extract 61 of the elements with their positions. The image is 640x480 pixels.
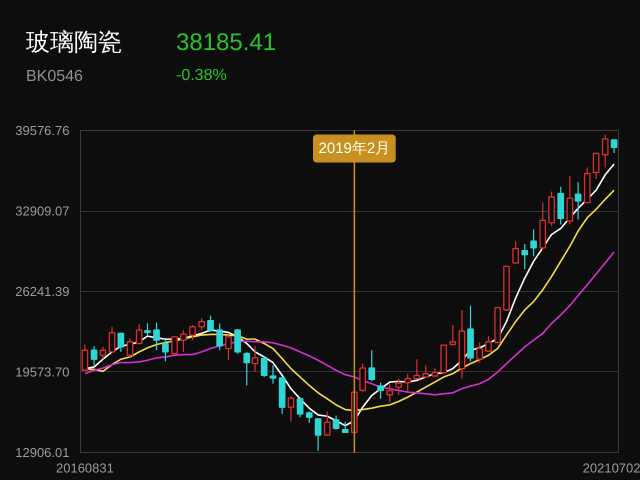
candlestick	[100, 346, 106, 360]
candlestick	[144, 322, 151, 336]
candlestick	[422, 364, 430, 379]
line-series	[84, 251, 615, 396]
candlestick	[153, 322, 160, 351]
candlestick	[162, 340, 169, 362]
y-tick-label: 32909.07	[15, 204, 70, 218]
y-tick-label: 12906.01	[15, 445, 70, 460]
candlestick	[260, 356, 268, 378]
candlestick	[171, 336, 178, 356]
candlestick	[108, 326, 116, 353]
y-tick-label: 39576.76	[15, 123, 70, 138]
candlestick	[476, 342, 483, 364]
candlestick	[288, 396, 294, 422]
text: -0.38%	[176, 66, 227, 86]
candlestick	[332, 414, 340, 430]
candlestick	[404, 373, 412, 392]
x-tick-label: 20210702	[582, 460, 640, 476]
candlestick	[207, 315, 214, 332]
y-tick-label: 26241.39	[15, 284, 70, 299]
candlestick	[414, 358, 420, 380]
candlestick	[216, 322, 223, 351]
candlestick	[306, 410, 313, 424]
candlestick	[512, 240, 519, 265]
candlestick	[566, 175, 574, 226]
candlestick	[234, 328, 241, 354]
candlestick	[180, 329, 187, 352]
candlestick	[225, 334, 232, 361]
candlestick	[610, 139, 618, 154]
candlestick	[314, 418, 322, 452]
candlestick	[243, 351, 250, 386]
candlestick	[359, 363, 366, 392]
candlestick	[118, 332, 124, 352]
text: 38185.41	[176, 28, 276, 58]
candlestick	[432, 367, 438, 378]
ref-line-label: 2019年2月	[318, 140, 390, 157]
candlestick	[521, 243, 528, 270]
candlestick	[574, 182, 582, 220]
chart-title: 玻璃陶瓷	[26, 28, 122, 58]
candlestick	[368, 350, 376, 382]
candlestick	[530, 228, 537, 257]
y-tick-label: 19573.70	[15, 364, 70, 380]
candlestick	[198, 318, 205, 331]
candlestick	[296, 396, 304, 418]
candlestick	[189, 324, 196, 341]
candlestick	[126, 338, 134, 358]
candlestick	[485, 336, 492, 352]
candlestick	[136, 323, 143, 346]
candlestick	[324, 410, 331, 436]
chart-subtitle: BK0546	[26, 67, 83, 87]
candlestick	[592, 152, 600, 180]
candlestick	[449, 324, 456, 346]
candlestick	[377, 382, 384, 400]
x-tick-label: 20160831	[56, 460, 114, 476]
candlestick	[90, 346, 98, 366]
candlestick	[386, 383, 394, 403]
candlestick	[82, 344, 88, 371]
candlestick	[602, 134, 609, 168]
candlestick	[270, 364, 276, 384]
candlestick	[252, 346, 258, 373]
candlestick	[395, 378, 402, 396]
